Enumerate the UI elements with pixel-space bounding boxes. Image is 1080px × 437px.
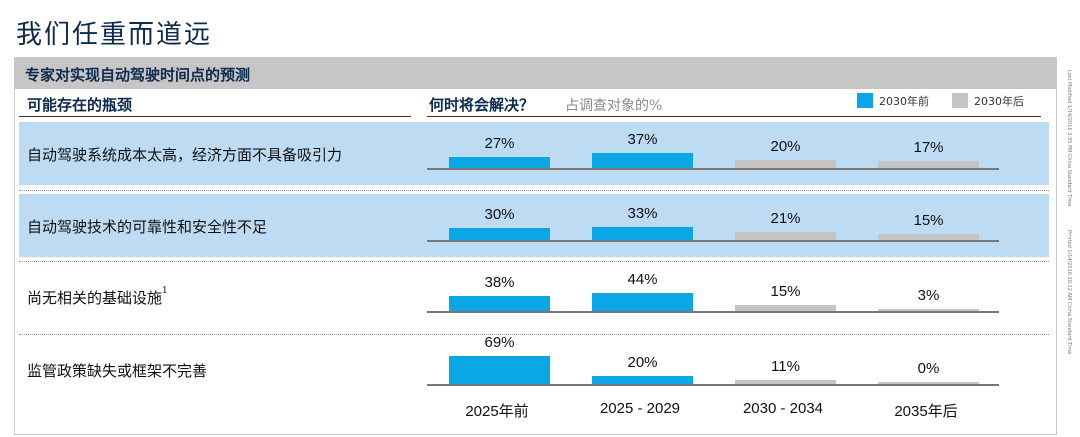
bar	[592, 376, 693, 384]
page-title: 我们任重而道远	[16, 20, 213, 50]
bar	[449, 295, 550, 311]
bar	[449, 356, 550, 384]
value-label: 37%	[627, 131, 658, 149]
value-label: 0%	[917, 360, 940, 377]
row-separator	[19, 334, 1049, 335]
legend-swatch-pre2030	[857, 93, 873, 108]
bottleneck-header: 可能存在的瓶颈	[27, 96, 133, 114]
legend-label-post2030: 2030年后	[974, 95, 1024, 108]
row-highlight	[19, 194, 1049, 257]
value-label: 15%	[770, 283, 801, 300]
subtitle-bar: 专家对实现自动驾驶时间点的预测	[15, 58, 1056, 89]
side-note: Printed 1/14/2016 10:12 AM China Standar…	[1066, 230, 1072, 355]
category-label: 2030 - 2034	[742, 400, 824, 417]
bar	[878, 382, 979, 384]
category-label: 2035年后	[894, 403, 958, 420]
header-underline-right	[427, 116, 1041, 117]
question-header: 何时将会解决？	[429, 96, 535, 114]
bar	[878, 161, 979, 168]
row-separator	[19, 261, 1049, 262]
side-note: Last Modified 1/14/2016 3:35 PM China St…	[1066, 70, 1072, 207]
percent-note: 占调查对象的%	[565, 98, 663, 114]
bar	[878, 309, 979, 311]
bar	[735, 160, 836, 168]
bar	[592, 153, 693, 168]
row-baseline	[427, 311, 999, 313]
value-label: 20%	[627, 354, 658, 371]
bar	[735, 231, 836, 240]
bar	[735, 379, 836, 384]
value-label: 33%	[627, 204, 658, 222]
legend-swatch-post2030	[952, 93, 968, 108]
bottleneck-label: 自动驾驶系统成本太高，经济方面不具备吸引力	[27, 146, 343, 164]
value-label: 15%	[913, 212, 944, 229]
row-baseline	[427, 240, 999, 242]
legend-label-pre2030: 2030年前	[879, 95, 929, 108]
chart-panel: 专家对实现自动驾驶时间点的预测 可能存在的瓶颈 何时将会解决？ 占调查对象的% …	[14, 57, 1057, 435]
value-label: 17%	[913, 139, 944, 157]
category-label: 2025年前	[465, 403, 529, 420]
bottleneck-label: 自动驾驶技术的可靠性和安全性不足	[27, 218, 268, 236]
bottleneck-label: 监管政策缺失或框架不完善	[27, 362, 208, 380]
row-highlight	[19, 122, 1049, 185]
bar	[592, 293, 693, 311]
bar	[592, 226, 693, 240]
footnote-marker: 1	[162, 286, 168, 296]
bar	[449, 157, 550, 168]
value-label: 44%	[627, 271, 658, 289]
value-label: 69%	[484, 334, 515, 352]
bottleneck-label: 尚无相关的基础设施	[27, 289, 163, 307]
bar	[449, 228, 550, 240]
row-baseline	[427, 168, 999, 170]
value-label: 21%	[770, 209, 801, 227]
value-label: 3%	[917, 287, 940, 304]
bar	[878, 234, 979, 240]
value-label: 27%	[484, 135, 515, 153]
value-label: 11%	[771, 357, 800, 375]
row-separator	[19, 190, 1049, 191]
value-label: 38%	[484, 273, 515, 291]
value-label: 20%	[770, 138, 801, 155]
row-baseline	[427, 384, 999, 386]
category-label: 2025 - 2029	[599, 400, 681, 417]
chart-subtitle: 专家对实现自动驾驶时间点的预测	[25, 66, 251, 84]
value-label: 30%	[484, 206, 515, 223]
bar	[735, 305, 836, 311]
header-underline-left	[19, 116, 411, 117]
